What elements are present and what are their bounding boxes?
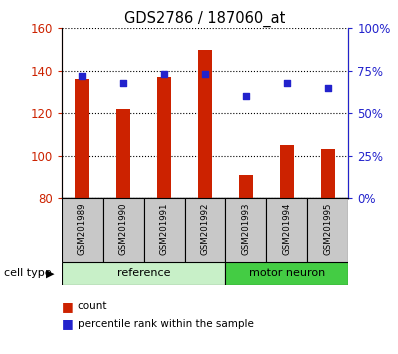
- Bar: [225, 262, 348, 285]
- Bar: [144, 198, 185, 262]
- Bar: [116, 109, 130, 198]
- Bar: [62, 262, 225, 285]
- Bar: [307, 198, 348, 262]
- Text: GSM201994: GSM201994: [282, 202, 291, 255]
- Bar: [62, 198, 103, 262]
- Text: GSM201995: GSM201995: [323, 202, 332, 255]
- Text: motor neuron: motor neuron: [249, 268, 325, 279]
- Point: [202, 72, 208, 77]
- Point: [79, 73, 85, 79]
- Point: [161, 72, 167, 77]
- Text: count: count: [78, 301, 107, 311]
- Bar: [239, 175, 253, 198]
- Text: GSM201992: GSM201992: [201, 202, 209, 255]
- Bar: [157, 77, 171, 198]
- Text: reference: reference: [117, 268, 170, 279]
- Bar: [280, 145, 294, 198]
- Text: GSM201990: GSM201990: [119, 202, 128, 255]
- Point: [284, 80, 290, 86]
- Bar: [266, 198, 307, 262]
- Bar: [185, 198, 225, 262]
- Text: cell type: cell type: [4, 268, 52, 279]
- Point: [120, 80, 126, 86]
- Text: GSM201993: GSM201993: [242, 202, 250, 255]
- Bar: [321, 149, 335, 198]
- Text: ▶: ▶: [46, 268, 54, 279]
- Point: [325, 85, 331, 91]
- Bar: [75, 79, 89, 198]
- Bar: [198, 50, 212, 198]
- Text: percentile rank within the sample: percentile rank within the sample: [78, 319, 254, 329]
- Text: ■: ■: [62, 300, 74, 313]
- Title: GDS2786 / 187060_at: GDS2786 / 187060_at: [124, 11, 286, 27]
- Text: ■: ■: [62, 318, 74, 330]
- Point: [243, 93, 249, 99]
- Text: GSM201989: GSM201989: [78, 202, 87, 255]
- Bar: [225, 198, 266, 262]
- Bar: [103, 198, 144, 262]
- Text: GSM201991: GSM201991: [160, 202, 168, 255]
